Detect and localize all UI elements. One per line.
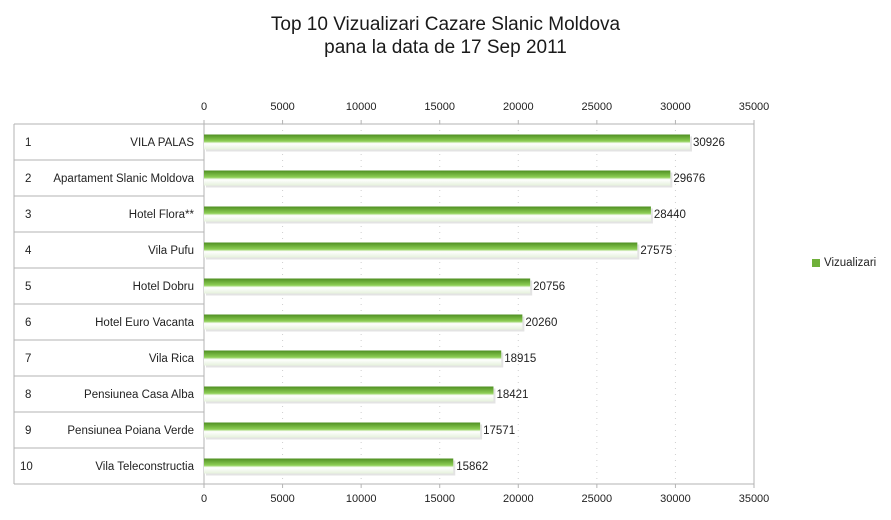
category-label: Hotel Euro Vacanta xyxy=(95,317,194,329)
category-label: Pensiunea Casa Alba xyxy=(84,389,195,401)
x-tick-label: 30000 xyxy=(660,493,691,505)
data-label: 27575 xyxy=(640,245,672,257)
data-label: 30926 xyxy=(693,137,725,149)
x-axis-top: 0 5000 10000 15000 20000 25000 30000 35000 xyxy=(201,101,769,124)
legend: Vizualizari xyxy=(812,257,876,269)
bar xyxy=(204,206,651,222)
legend-swatch xyxy=(812,259,820,267)
rank-label: 1 xyxy=(25,137,31,149)
rank-label: 4 xyxy=(25,245,32,257)
x-tick-label: 25000 xyxy=(582,493,613,505)
bar xyxy=(204,278,531,294)
data-label: 28440 xyxy=(654,209,686,221)
data-label: 18421 xyxy=(496,389,528,401)
bar xyxy=(204,314,523,330)
x-tick-label: 25000 xyxy=(582,101,613,113)
category-label: VILA PALAS xyxy=(130,137,194,149)
data-label: 15862 xyxy=(456,461,488,473)
x-tick-label: 5000 xyxy=(270,101,294,113)
data-label: 18915 xyxy=(504,353,536,365)
rank-label: 8 xyxy=(25,389,31,401)
category-label: Vila Teleconstructia xyxy=(95,461,194,473)
bar xyxy=(204,134,690,150)
bar xyxy=(204,386,494,402)
x-tick-label: 35000 xyxy=(739,101,770,113)
rank-label: 9 xyxy=(25,425,31,437)
data-labels: 30926 29676 28440 27575 20756 20260 18915 18421… xyxy=(456,137,725,473)
rank-label: 2 xyxy=(25,173,31,185)
category-label: Apartament Slanic Moldova xyxy=(53,173,194,185)
bar xyxy=(204,422,481,438)
category-label: Pensiunea Poiana Verde xyxy=(67,425,194,437)
category-label: Vila Pufu xyxy=(148,245,194,257)
x-tick-label: 10000 xyxy=(346,493,377,505)
category-table: 1 VILA PALAS 2 Apartament Slanic Moldova 3 Ho… xyxy=(13,123,204,485)
category-label: Vila Rica xyxy=(149,353,195,365)
data-label: 29676 xyxy=(673,173,705,185)
x-tick-label: 5000 xyxy=(270,493,294,505)
x-tick-label: 30000 xyxy=(660,101,691,113)
x-tick-label: 35000 xyxy=(739,493,770,505)
legend-label: Vizualizari xyxy=(824,257,877,269)
bar-series xyxy=(204,134,692,476)
x-tick-label: 0 xyxy=(201,101,207,113)
bar xyxy=(204,350,502,366)
x-tick-label: 10000 xyxy=(346,101,377,113)
data-label: 20756 xyxy=(533,281,565,293)
data-label: 20260 xyxy=(525,317,557,329)
x-tick-label: 15000 xyxy=(424,493,455,505)
chart-title: Top 10 Vizualizari Cazare Slanic Moldova xyxy=(270,14,621,35)
rank-label: 3 xyxy=(25,209,31,221)
x-tick-label: 15000 xyxy=(424,101,455,113)
rank-label: 10 xyxy=(20,461,33,473)
category-label: Hotel Flora** xyxy=(129,209,195,221)
rank-label: 7 xyxy=(25,353,31,365)
x-axis-bottom: 0 5000 10000 15000 20000 25000 30000 35000 xyxy=(201,484,769,505)
bar xyxy=(204,458,454,474)
x-tick-label: 20000 xyxy=(503,101,534,113)
category-label: Hotel Dobru xyxy=(133,281,194,293)
bar xyxy=(204,170,671,186)
chart-subtitle: pana la data de 17 Sep 2011 xyxy=(324,37,567,58)
x-tick-label: 0 xyxy=(201,493,207,505)
bar xyxy=(204,242,638,258)
x-tick-label: 20000 xyxy=(503,493,534,505)
rank-label: 5 xyxy=(25,281,31,293)
rank-label: 6 xyxy=(25,317,31,329)
data-label: 17571 xyxy=(483,425,515,437)
